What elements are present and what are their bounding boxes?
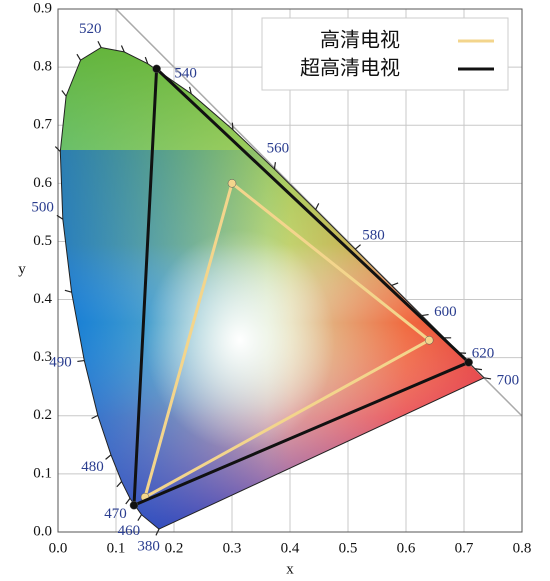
locus-tick bbox=[484, 377, 492, 380]
wavelength-label: 560 bbox=[267, 141, 290, 157]
locus-tick bbox=[354, 244, 361, 250]
y-axis-label: y bbox=[18, 261, 26, 277]
vertex bbox=[129, 501, 139, 510]
locus-tick bbox=[61, 90, 67, 97]
y-tick-label: 0.5 bbox=[33, 233, 52, 249]
wavelength-label: 620 bbox=[472, 345, 495, 361]
wavelength-label: 520 bbox=[79, 21, 102, 37]
vertex bbox=[152, 64, 161, 74]
locus-tick bbox=[76, 53, 82, 61]
locus-tick bbox=[64, 289, 72, 293]
wavelength-label: 600 bbox=[434, 304, 457, 320]
locus-tick bbox=[91, 414, 99, 420]
legend-label: 超高清电视 bbox=[300, 56, 400, 80]
locus-tick bbox=[391, 282, 399, 287]
x-tick-label: 0.2 bbox=[165, 540, 184, 556]
x-tick-label: 0.7 bbox=[455, 540, 474, 556]
vertex bbox=[464, 358, 473, 367]
locus-tick bbox=[54, 146, 61, 152]
y-tick-label: 0.7 bbox=[33, 117, 52, 133]
legend-box bbox=[261, 17, 509, 91]
y-tick-label: 0.1 bbox=[33, 465, 52, 481]
legend-label: 高清电视 bbox=[320, 28, 400, 52]
y-tick-label: 0.9 bbox=[33, 0, 52, 16]
locus-tick bbox=[116, 481, 123, 488]
y-tick-label: 0.0 bbox=[33, 523, 52, 539]
y-tick-label: 0.2 bbox=[33, 407, 52, 423]
fill-white bbox=[145, 230, 335, 450]
locus-tick bbox=[56, 214, 64, 220]
y-tick-label: 0.8 bbox=[33, 59, 52, 75]
gamut-triangle bbox=[143, 181, 431, 499]
locus-tick bbox=[77, 359, 85, 363]
x-tick-label: 0.3 bbox=[223, 540, 242, 556]
locus-tick bbox=[273, 162, 277, 170]
wavelength-label: 540 bbox=[174, 66, 197, 82]
locus-tick bbox=[188, 86, 192, 94]
locus-tick bbox=[155, 528, 160, 536]
locus-tick bbox=[120, 45, 125, 53]
wavelength-label: 480 bbox=[81, 459, 104, 475]
x-tick-label: 0.8 bbox=[513, 540, 532, 556]
plot-frame bbox=[57, 8, 523, 533]
wavelength-label: 700 bbox=[497, 372, 520, 388]
x-tick-label: 0.4 bbox=[281, 540, 300, 556]
wavelength-label: 580 bbox=[362, 228, 385, 244]
locus-tick bbox=[144, 56, 149, 64]
x-tick-label: 0.6 bbox=[397, 540, 416, 556]
y-tick-label: 0.6 bbox=[33, 175, 52, 191]
locus-tick bbox=[421, 313, 429, 317]
locus-tick bbox=[315, 203, 320, 210]
wavelength-label: 470 bbox=[104, 506, 127, 522]
x-axis-label: x bbox=[286, 561, 294, 577]
x-tick-label: 0.0 bbox=[49, 540, 68, 556]
locus-tick bbox=[125, 498, 131, 505]
locus-tick bbox=[231, 122, 234, 130]
wavelength-label: 500 bbox=[31, 200, 54, 216]
locus-tick bbox=[105, 454, 112, 460]
y-tick-label: 0.4 bbox=[33, 291, 52, 307]
wavelength-label: 490 bbox=[49, 354, 72, 370]
locus-tick bbox=[137, 514, 143, 522]
gamut-triangle bbox=[132, 67, 471, 507]
wavelength-label: 460 bbox=[118, 523, 141, 539]
x-tick-label: 0.1 bbox=[107, 540, 126, 556]
x-tick-label: 0.5 bbox=[339, 540, 358, 556]
wavelength-label: 380 bbox=[137, 539, 160, 555]
locus-tick bbox=[474, 368, 483, 371]
vertex bbox=[227, 179, 237, 188]
y-tick-label: 0.3 bbox=[33, 349, 52, 365]
vertex bbox=[424, 335, 434, 345]
locus-tick bbox=[97, 40, 102, 48]
